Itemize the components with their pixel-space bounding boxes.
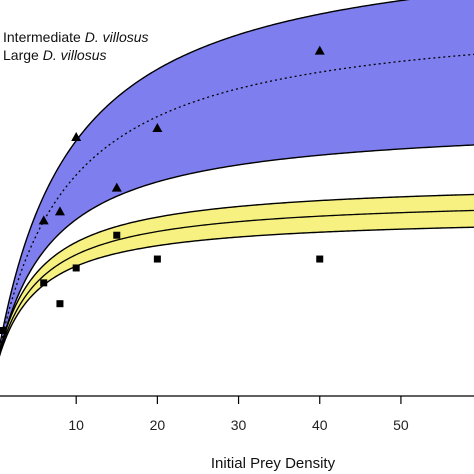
legend-entry-intermediate: Intermediate D. villosus: [3, 29, 149, 45]
x-tick-label: 40: [312, 417, 328, 433]
band-upper-edge-large: [0, 0, 411, 348]
marker-square: [0, 326, 7, 334]
legend: Intermediate D. villosus Large D. villos…: [3, 29, 149, 63]
x-tick-label: 20: [150, 417, 166, 433]
x-axis-title: Initial Prey Density: [211, 455, 336, 472]
x-tick-label: 10: [68, 417, 84, 433]
legend-species: D. villosus: [85, 29, 149, 45]
marker-triangle: [152, 123, 163, 133]
legend-prefix: Large: [3, 47, 43, 63]
band-upper-edge-intermediate: [0, 193, 474, 354]
fit-line-large: [0, 53, 474, 351]
x-tick-label: 30: [231, 417, 247, 433]
band-lower-edge-large: [0, 144, 474, 354]
data-markers: [0, 45, 325, 334]
band-large: [0, 0, 474, 351]
fit-line-intermediate: [0, 209, 474, 356]
marker-square: [56, 300, 64, 308]
marker-triangle: [38, 215, 49, 225]
marker-square: [113, 231, 121, 239]
marker-triangle: [71, 131, 82, 141]
x-axis-ticks: 10 20 30 40 50: [68, 396, 409, 433]
legend-entry-large: Large D. villosus: [3, 47, 107, 63]
marker-triangle: [314, 45, 325, 55]
legend-prefix: Intermediate: [3, 29, 85, 45]
x-tick-label: 50: [393, 417, 409, 433]
marker-square: [153, 255, 161, 263]
marker-triangle: [111, 182, 122, 192]
marker-square: [316, 255, 324, 263]
marker-square: [72, 264, 80, 272]
legend-species: D. villosus: [43, 47, 107, 63]
marker-triangle: [54, 206, 65, 216]
marker-square: [40, 279, 48, 287]
